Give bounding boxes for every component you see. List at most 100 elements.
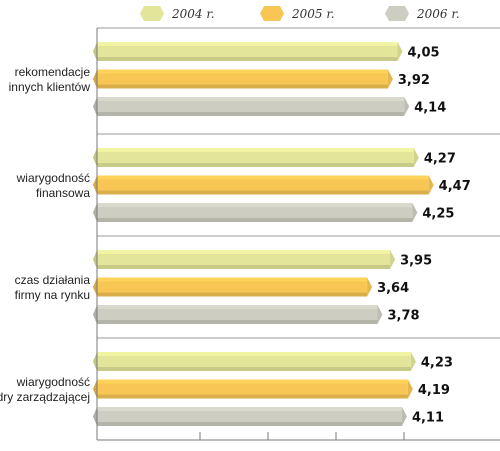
bar	[97, 352, 411, 371]
bar-highlight	[97, 148, 414, 152]
value-label: 3,95	[400, 254, 432, 269]
bar-tip	[387, 69, 393, 89]
bar-tail	[93, 203, 97, 222]
bar-tail	[93, 305, 97, 324]
bar-tip	[401, 407, 407, 426]
legend: 2004 r. 2005 r. 2006 r.	[140, 6, 460, 21]
category-label-2-line-1: wiarygodność	[16, 171, 90, 185]
bar-tip	[412, 203, 418, 222]
bar-tail	[93, 277, 97, 297]
bar	[97, 305, 378, 324]
bar-tip	[377, 305, 383, 324]
value-label: 4,05	[408, 46, 440, 61]
bar	[97, 97, 405, 116]
category-label-4-line-1: wiarygodność	[16, 375, 90, 389]
bar-tail	[93, 148, 97, 167]
bar-shadow	[97, 57, 398, 61]
bar-highlight	[97, 42, 398, 46]
bar-shadow	[97, 422, 402, 426]
bar-shadow	[97, 84, 388, 89]
category-label-3-line-1: czas działania	[15, 273, 91, 287]
bar-tail	[93, 379, 97, 399]
legend-label-3: 2006 r.	[416, 7, 460, 21]
bar-group-2-series-1: 4,27	[93, 148, 456, 167]
group-separators	[97, 27, 500, 339]
bar-tip	[397, 42, 403, 61]
category-label-1-line-1: rekomendacje	[15, 65, 91, 79]
bar-highlight	[97, 407, 402, 411]
bar-shadow	[97, 190, 429, 195]
category-label-3-line-2: firmy na rynku	[15, 288, 90, 302]
bar-tip	[407, 379, 413, 399]
bar	[97, 407, 402, 426]
bar-tail	[93, 69, 97, 89]
bar	[97, 42, 398, 61]
category-label-4-line-2: kadry zarządzającej	[0, 390, 90, 404]
bar-highlight	[97, 379, 408, 384]
bar	[97, 277, 368, 297]
bar-shadow	[97, 218, 413, 222]
category-label-2-line-2: finansowa	[36, 186, 90, 200]
value-label: 4,19	[418, 383, 450, 398]
bar-shadow	[97, 163, 414, 167]
bar-tip	[404, 97, 410, 116]
bar-group-1-series-2: 3,92	[93, 69, 430, 89]
bar-highlight	[97, 352, 411, 356]
bar-group-2-series-2: 4,47	[93, 175, 471, 195]
value-label: 4,27	[424, 152, 456, 167]
value-label: 3,78	[387, 309, 419, 324]
bar-tip	[410, 352, 416, 371]
bar-group-1-series-1: 4,05	[93, 42, 440, 61]
bar-shadow	[97, 265, 391, 269]
bar-highlight	[97, 305, 378, 309]
bar-tail	[93, 407, 97, 426]
bar-tail	[93, 352, 97, 371]
bar-shadow	[97, 320, 378, 324]
value-label: 4,23	[421, 356, 453, 371]
bar-group-4-series-3: 4,11	[93, 407, 444, 426]
value-label: 3,64	[377, 281, 409, 296]
bar-tail	[93, 250, 97, 269]
bar-highlight	[97, 175, 429, 180]
bar-highlight	[97, 203, 413, 207]
bar	[97, 250, 391, 269]
value-label: 3,92	[398, 73, 430, 88]
legend-label-1: 2004 r.	[171, 7, 215, 21]
bar-tail	[93, 42, 97, 61]
bar	[97, 379, 408, 399]
x-axis	[96, 28, 500, 441]
bar-tip	[390, 250, 396, 269]
legend-swatch-3	[385, 6, 409, 21]
bar-tip	[367, 277, 373, 297]
bar-tip	[413, 148, 419, 167]
bar-highlight	[97, 277, 368, 282]
bar-group-3-series-2: 3,64	[93, 277, 409, 297]
bar	[97, 175, 429, 195]
legend-swatch-1	[140, 6, 164, 21]
bar-shadow	[97, 292, 368, 297]
bar-highlight	[97, 97, 405, 101]
value-label: 4,14	[414, 101, 446, 116]
legend-label-2: 2005 r.	[291, 7, 335, 21]
bar-tail	[93, 97, 97, 116]
category-label-1-line-2: innych klientów	[9, 80, 91, 94]
bar-group-3-series-1: 3,95	[93, 250, 432, 269]
bar-shadow	[97, 394, 408, 399]
bar-group-2-series-3: 4,25	[93, 203, 454, 222]
bar-shadow	[97, 367, 411, 371]
bar-group-4-series-2: 4,19	[93, 379, 450, 399]
bar-group-4-series-1: 4,23	[93, 352, 453, 371]
bar-shadow	[97, 112, 405, 116]
bar-tip	[428, 175, 434, 195]
bar-highlight	[97, 69, 388, 74]
legend-swatch-2	[260, 6, 284, 21]
value-label: 4,11	[412, 411, 444, 426]
value-label: 4,25	[422, 207, 454, 222]
bar-tail	[93, 175, 97, 195]
bar-group-1-series-3: 4,14	[93, 97, 446, 116]
bar	[97, 69, 388, 89]
bar	[97, 148, 414, 167]
bar	[97, 203, 413, 222]
